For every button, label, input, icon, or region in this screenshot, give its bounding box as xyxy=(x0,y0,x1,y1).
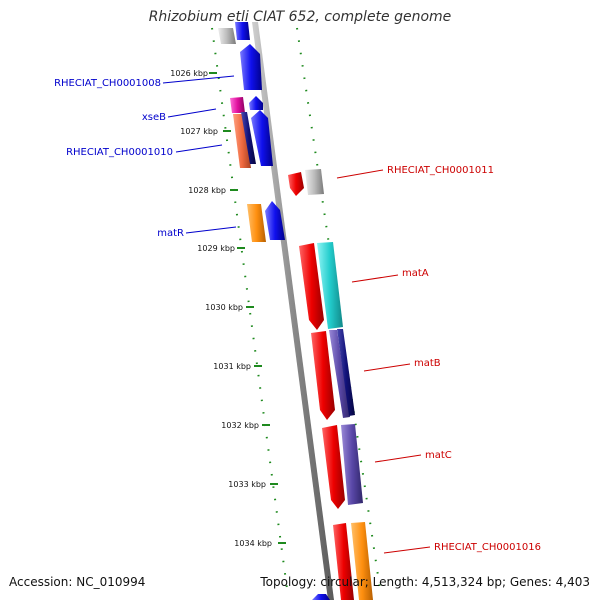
gene-arrow-mata-cyan xyxy=(317,242,343,329)
gene-arrow-matc-purple xyxy=(341,424,363,505)
gene-labels: RHECIAT_CH0001008 xseB RHECIAT_CH0001010… xyxy=(54,78,541,553)
map-title: Rhizobium etli CIAT 652, complete genome xyxy=(148,9,452,25)
leader-rheciat-ch0001008 xyxy=(162,75,235,84)
right-genes xyxy=(288,169,373,600)
gene-arrow-matr xyxy=(265,201,285,240)
label-rheciat-ch0001008: RHECIAT_CH0001008 xyxy=(54,78,161,89)
label-mata: matA xyxy=(402,268,429,279)
leader-matc xyxy=(374,454,422,463)
gene-arrow-gray-right xyxy=(305,169,324,195)
gene-arrow-matb-purple xyxy=(329,330,350,418)
label-rheciat-ch0001011: RHECIAT_CH0001011 xyxy=(387,165,494,176)
label-matb: matB xyxy=(414,358,441,369)
gene-arrow-matc-red xyxy=(322,425,345,509)
kbp-label-1029: 1029 kbp xyxy=(197,244,235,253)
kbp-label-1026: 1026 kbp xyxy=(170,69,208,78)
gene-arrow-rheciat-ch0001016-orange xyxy=(351,522,373,600)
gene-arrow-matb-red xyxy=(311,331,335,420)
gene-arrow-rheciat-ch0001008 xyxy=(240,44,262,90)
inner-dotted-track xyxy=(211,27,289,597)
leader-matr xyxy=(185,226,237,234)
leader-rheciat-ch0001011 xyxy=(336,169,384,179)
kbp-scale: 1026 kbp 1027 kbp 1028 kbp 1029 kbp 1030… xyxy=(170,69,286,548)
gene-arrow-rheciat-ch0001016-red xyxy=(333,523,354,600)
kbp-label-1027: 1027 kbp xyxy=(180,127,218,136)
leader-lines xyxy=(162,75,431,554)
left-genes xyxy=(218,22,285,242)
accession-text: Accession: NC_010994 xyxy=(9,575,146,589)
label-matc: matC xyxy=(425,450,452,461)
kbp-label-1034: 1034 kbp xyxy=(234,539,272,548)
kbp-label-1028: 1028 kbp xyxy=(188,186,226,195)
gene-arrow-mata-red xyxy=(299,243,324,330)
kbp-label-1031: 1031 kbp xyxy=(213,362,251,371)
genome-backbone xyxy=(252,22,334,600)
leader-xseb xyxy=(167,108,217,118)
label-matr: matR xyxy=(157,228,184,239)
gene-arrow-xseb xyxy=(230,97,245,113)
gene-arrow-salmon xyxy=(233,114,251,168)
kbp-label-1030: 1030 kbp xyxy=(205,303,243,312)
leader-mata xyxy=(351,274,399,283)
gene-arrow-top-blue xyxy=(235,22,250,40)
gene-arrow-bottom-blue xyxy=(312,594,330,600)
gene-arrow-rheciat-ch0001011 xyxy=(288,172,304,196)
kbp-label-1032: 1032 kbp xyxy=(221,421,259,430)
kbp-label-1033: 1033 kbp xyxy=(228,480,266,489)
gene-arrow-navy xyxy=(241,112,256,164)
leader-rheciat-ch0001010 xyxy=(175,144,223,153)
label-xseb: xseB xyxy=(142,112,166,123)
gene-arrow-matb-navy xyxy=(337,329,355,416)
label-rheciat-ch0001016: RHECIAT_CH0001016 xyxy=(434,542,541,553)
leader-rheciat-ch0001016 xyxy=(383,546,431,554)
label-rheciat-ch0001010: RHECIAT_CH0001010 xyxy=(66,147,173,158)
topology-text: Topology: circular; Length: 4,513,324 bp… xyxy=(260,575,590,589)
gene-arrow-rheciat-ch0001010 xyxy=(251,110,273,166)
gene-arrow-top-gray xyxy=(218,28,236,44)
leader-matb xyxy=(363,363,411,372)
gene-arrow-small-blue xyxy=(249,96,263,110)
gene-arrow-orange xyxy=(247,204,266,242)
